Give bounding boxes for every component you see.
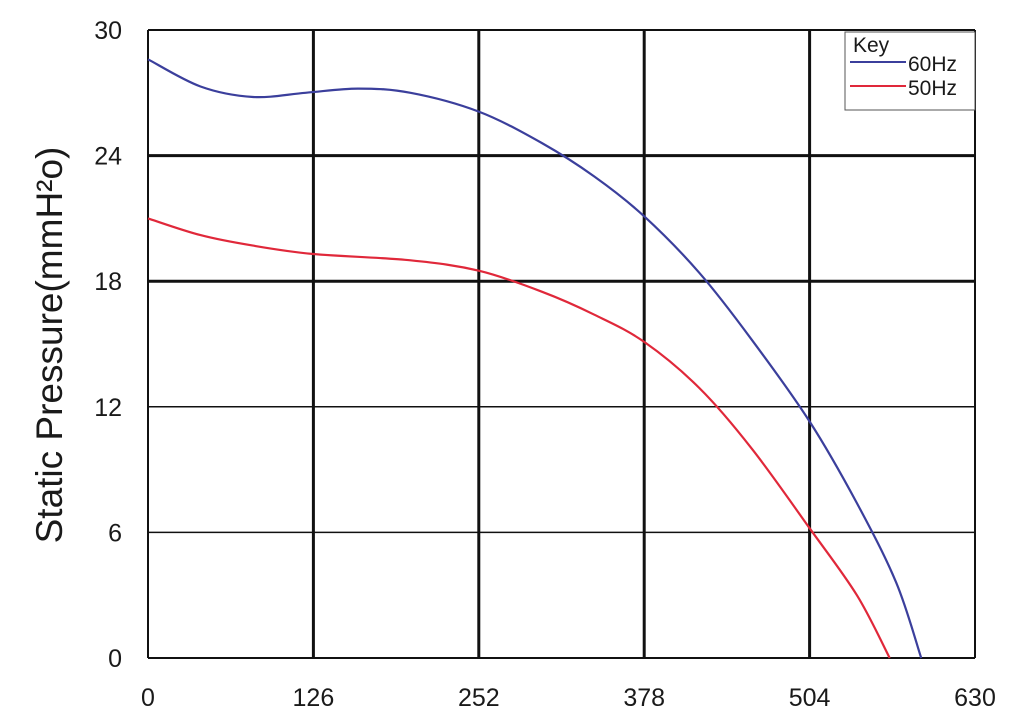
y-tick-label: 6 xyxy=(108,519,122,547)
x-tick-label: 0 xyxy=(141,684,155,712)
x-tick-label: 630 xyxy=(954,684,996,712)
grid xyxy=(147,29,976,659)
x-tick-label: 504 xyxy=(789,684,831,712)
y-tick-label: 30 xyxy=(94,17,122,45)
y-axis-label: Static Pressure(mmH²o) xyxy=(29,147,70,544)
x-tick-label: 252 xyxy=(458,684,500,712)
series-line-50hz xyxy=(147,217,891,659)
x-tick-label: 378 xyxy=(623,684,665,712)
legend-label-60hz: 60Hz xyxy=(908,53,957,76)
y-tick-label: 0 xyxy=(108,645,122,673)
tick-labels: 0 126 252 378 504 630 0 6 12 18 24 30 xyxy=(94,17,996,712)
series-group xyxy=(147,58,923,659)
y-tick-label: 24 xyxy=(94,143,122,171)
series-line-60hz xyxy=(147,58,923,659)
legend-box xyxy=(844,31,976,111)
y-tick-label: 18 xyxy=(94,268,122,296)
legend-title: Key xyxy=(853,34,890,57)
legend-label-50hz: 50Hz xyxy=(908,77,957,100)
x-tick-label: 126 xyxy=(293,684,335,712)
y-tick-label: 12 xyxy=(94,394,122,422)
